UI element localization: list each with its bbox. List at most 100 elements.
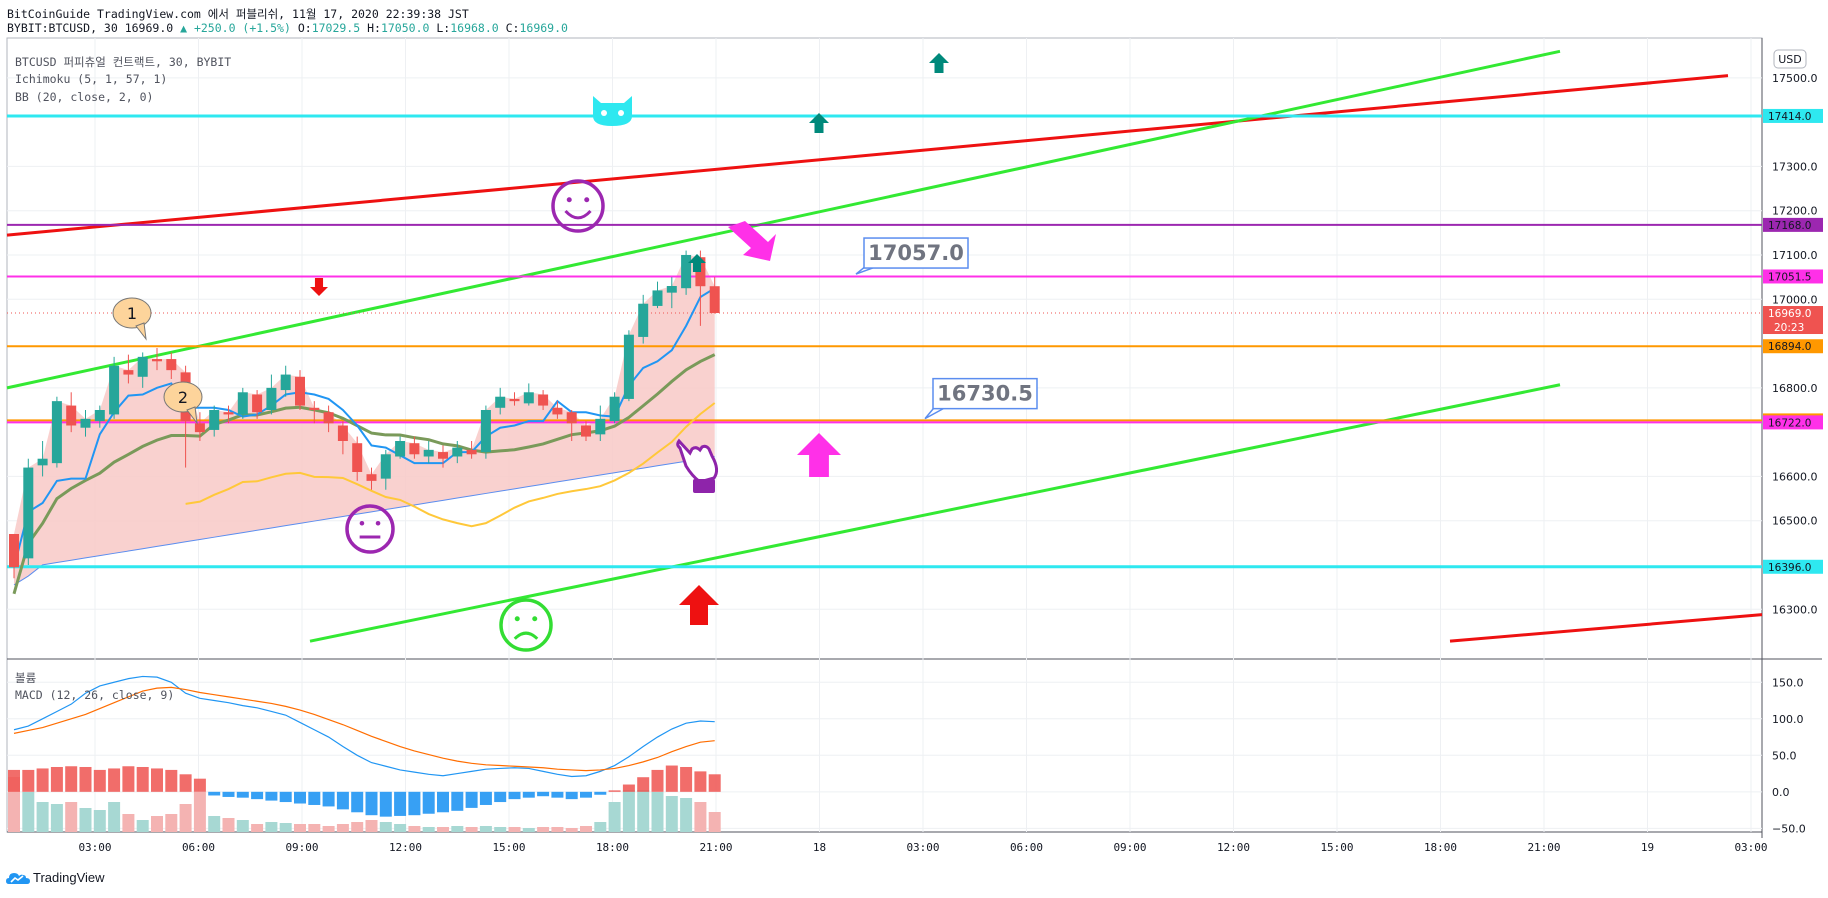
volume-bar — [122, 814, 135, 832]
candle-body — [609, 396, 620, 422]
note-bubble: 1 — [112, 297, 152, 341]
time-tick-label: 09:00 — [1113, 841, 1146, 854]
macd-hist-bar — [308, 791, 321, 805]
candle-body — [209, 410, 220, 430]
macd-hist-bar — [551, 791, 564, 798]
time-tick-label: 03:00 — [78, 841, 111, 854]
candle-body — [681, 255, 692, 289]
cloud-logo-icon — [6, 872, 30, 884]
candle-body — [223, 412, 234, 415]
volume-bar — [508, 827, 521, 832]
volume-bar — [394, 824, 407, 832]
macd-hist-bar — [251, 791, 264, 800]
macd-hist-bar — [108, 768, 121, 792]
level-label: 16722.0 — [1768, 417, 1811, 429]
candle-body — [623, 334, 634, 399]
level-label-bg — [1763, 415, 1823, 430]
tradingview-logo[interactable]: TradingView — [6, 870, 105, 885]
volume-bar — [308, 824, 321, 832]
macd-hist-bar — [79, 766, 92, 792]
face-outline — [499, 598, 553, 652]
price-tick-label: 16800.0 — [1772, 382, 1818, 395]
macd-hist-bar — [522, 791, 535, 798]
candle-body — [137, 356, 148, 377]
candle-body — [252, 394, 263, 413]
macd-hist-bar — [365, 791, 378, 816]
open-label: O: — [297, 21, 312, 35]
high-label: H: — [367, 21, 381, 35]
macd-hist-bar — [322, 791, 335, 807]
candle-body — [123, 370, 134, 375]
macd-hist-bar — [179, 774, 192, 792]
macd-hist-bar — [279, 791, 292, 803]
cloud-lower-edge — [13, 456, 715, 586]
macd-tick-label: −50.0 — [1772, 822, 1806, 835]
red-trendline-upper — [6, 74, 1729, 237]
volume-bar — [179, 804, 192, 832]
last-price-label: 16969.0 — [1768, 308, 1811, 320]
macd-hist-bar — [50, 766, 63, 792]
volume-bar — [93, 810, 106, 832]
candle-body — [466, 449, 477, 455]
hand-pointer-icon — [676, 438, 719, 493]
volume-bar — [151, 816, 163, 832]
macd-hist-bar — [537, 791, 550, 797]
volume-bar — [494, 827, 507, 832]
close-label: C: — [505, 21, 520, 35]
macd-hist-bar — [580, 791, 592, 798]
candle-body — [652, 290, 663, 306]
level-label-bg — [1763, 559, 1823, 574]
face-eye — [359, 520, 365, 526]
volume-bar — [251, 824, 264, 832]
volume-bar — [622, 790, 635, 832]
macd-hist-bar — [694, 771, 707, 792]
candle-body — [409, 443, 420, 455]
trend-lines — [6, 49, 1763, 643]
macd-hist-bar — [379, 791, 392, 817]
macd-hist-bar — [236, 791, 249, 798]
tenkan-line — [13, 287, 716, 568]
magenta-up-arrow-icon — [797, 433, 841, 477]
volume-bar — [136, 820, 149, 832]
close-value: 16969.0 — [519, 21, 568, 35]
macd-hist-bar — [351, 791, 364, 813]
level-label: 17168.0 — [1768, 220, 1811, 232]
macd-tick-label: 50.0 — [1772, 749, 1797, 762]
candle-body — [423, 449, 434, 457]
publish-info: BitCoinGuide TradingView.com 에서 퍼블리쉬, 11… — [7, 7, 469, 21]
macd-hist-bar — [65, 766, 78, 792]
volume-bar — [279, 823, 292, 832]
macd-hist-bar — [451, 791, 464, 811]
candle-body — [266, 387, 277, 410]
callout-box — [863, 237, 969, 269]
candle-body — [480, 410, 491, 453]
macd-hist-bar — [680, 766, 693, 792]
volume-bar — [565, 828, 578, 832]
note-bubble: 2 — [163, 381, 203, 425]
candle-body — [80, 418, 91, 428]
volume-bar — [637, 790, 650, 832]
macd-hist-bar — [437, 791, 449, 813]
red-up-arrow-icon — [679, 585, 719, 625]
price-tick-label: 16500.0 — [1772, 515, 1818, 528]
hand-cuff — [693, 479, 715, 493]
symbol-price: BYBIT:BTCUSD, 30 16969.0 — [7, 21, 174, 35]
candle-body — [295, 376, 305, 406]
face-outline — [551, 179, 605, 233]
note-bubble-label: 1 — [127, 304, 137, 323]
cat-eye — [618, 110, 624, 116]
level-label: 16396.0 — [1768, 562, 1811, 574]
currency-badge — [1773, 49, 1807, 69]
macd-hist-bar — [494, 791, 507, 803]
signal-line — [13, 686, 715, 772]
volume-bar — [193, 792, 206, 832]
candle-body — [638, 303, 649, 337]
volume-label: 볼륨 — [15, 671, 37, 685]
macd-hist-bar — [36, 768, 49, 792]
candle-body — [438, 452, 448, 459]
candle-body — [595, 418, 606, 435]
macd-tick-label: 0.0 — [1772, 786, 1790, 799]
macd-hist-bar — [193, 778, 206, 792]
time-tick-label: 06:00 — [1010, 841, 1043, 854]
